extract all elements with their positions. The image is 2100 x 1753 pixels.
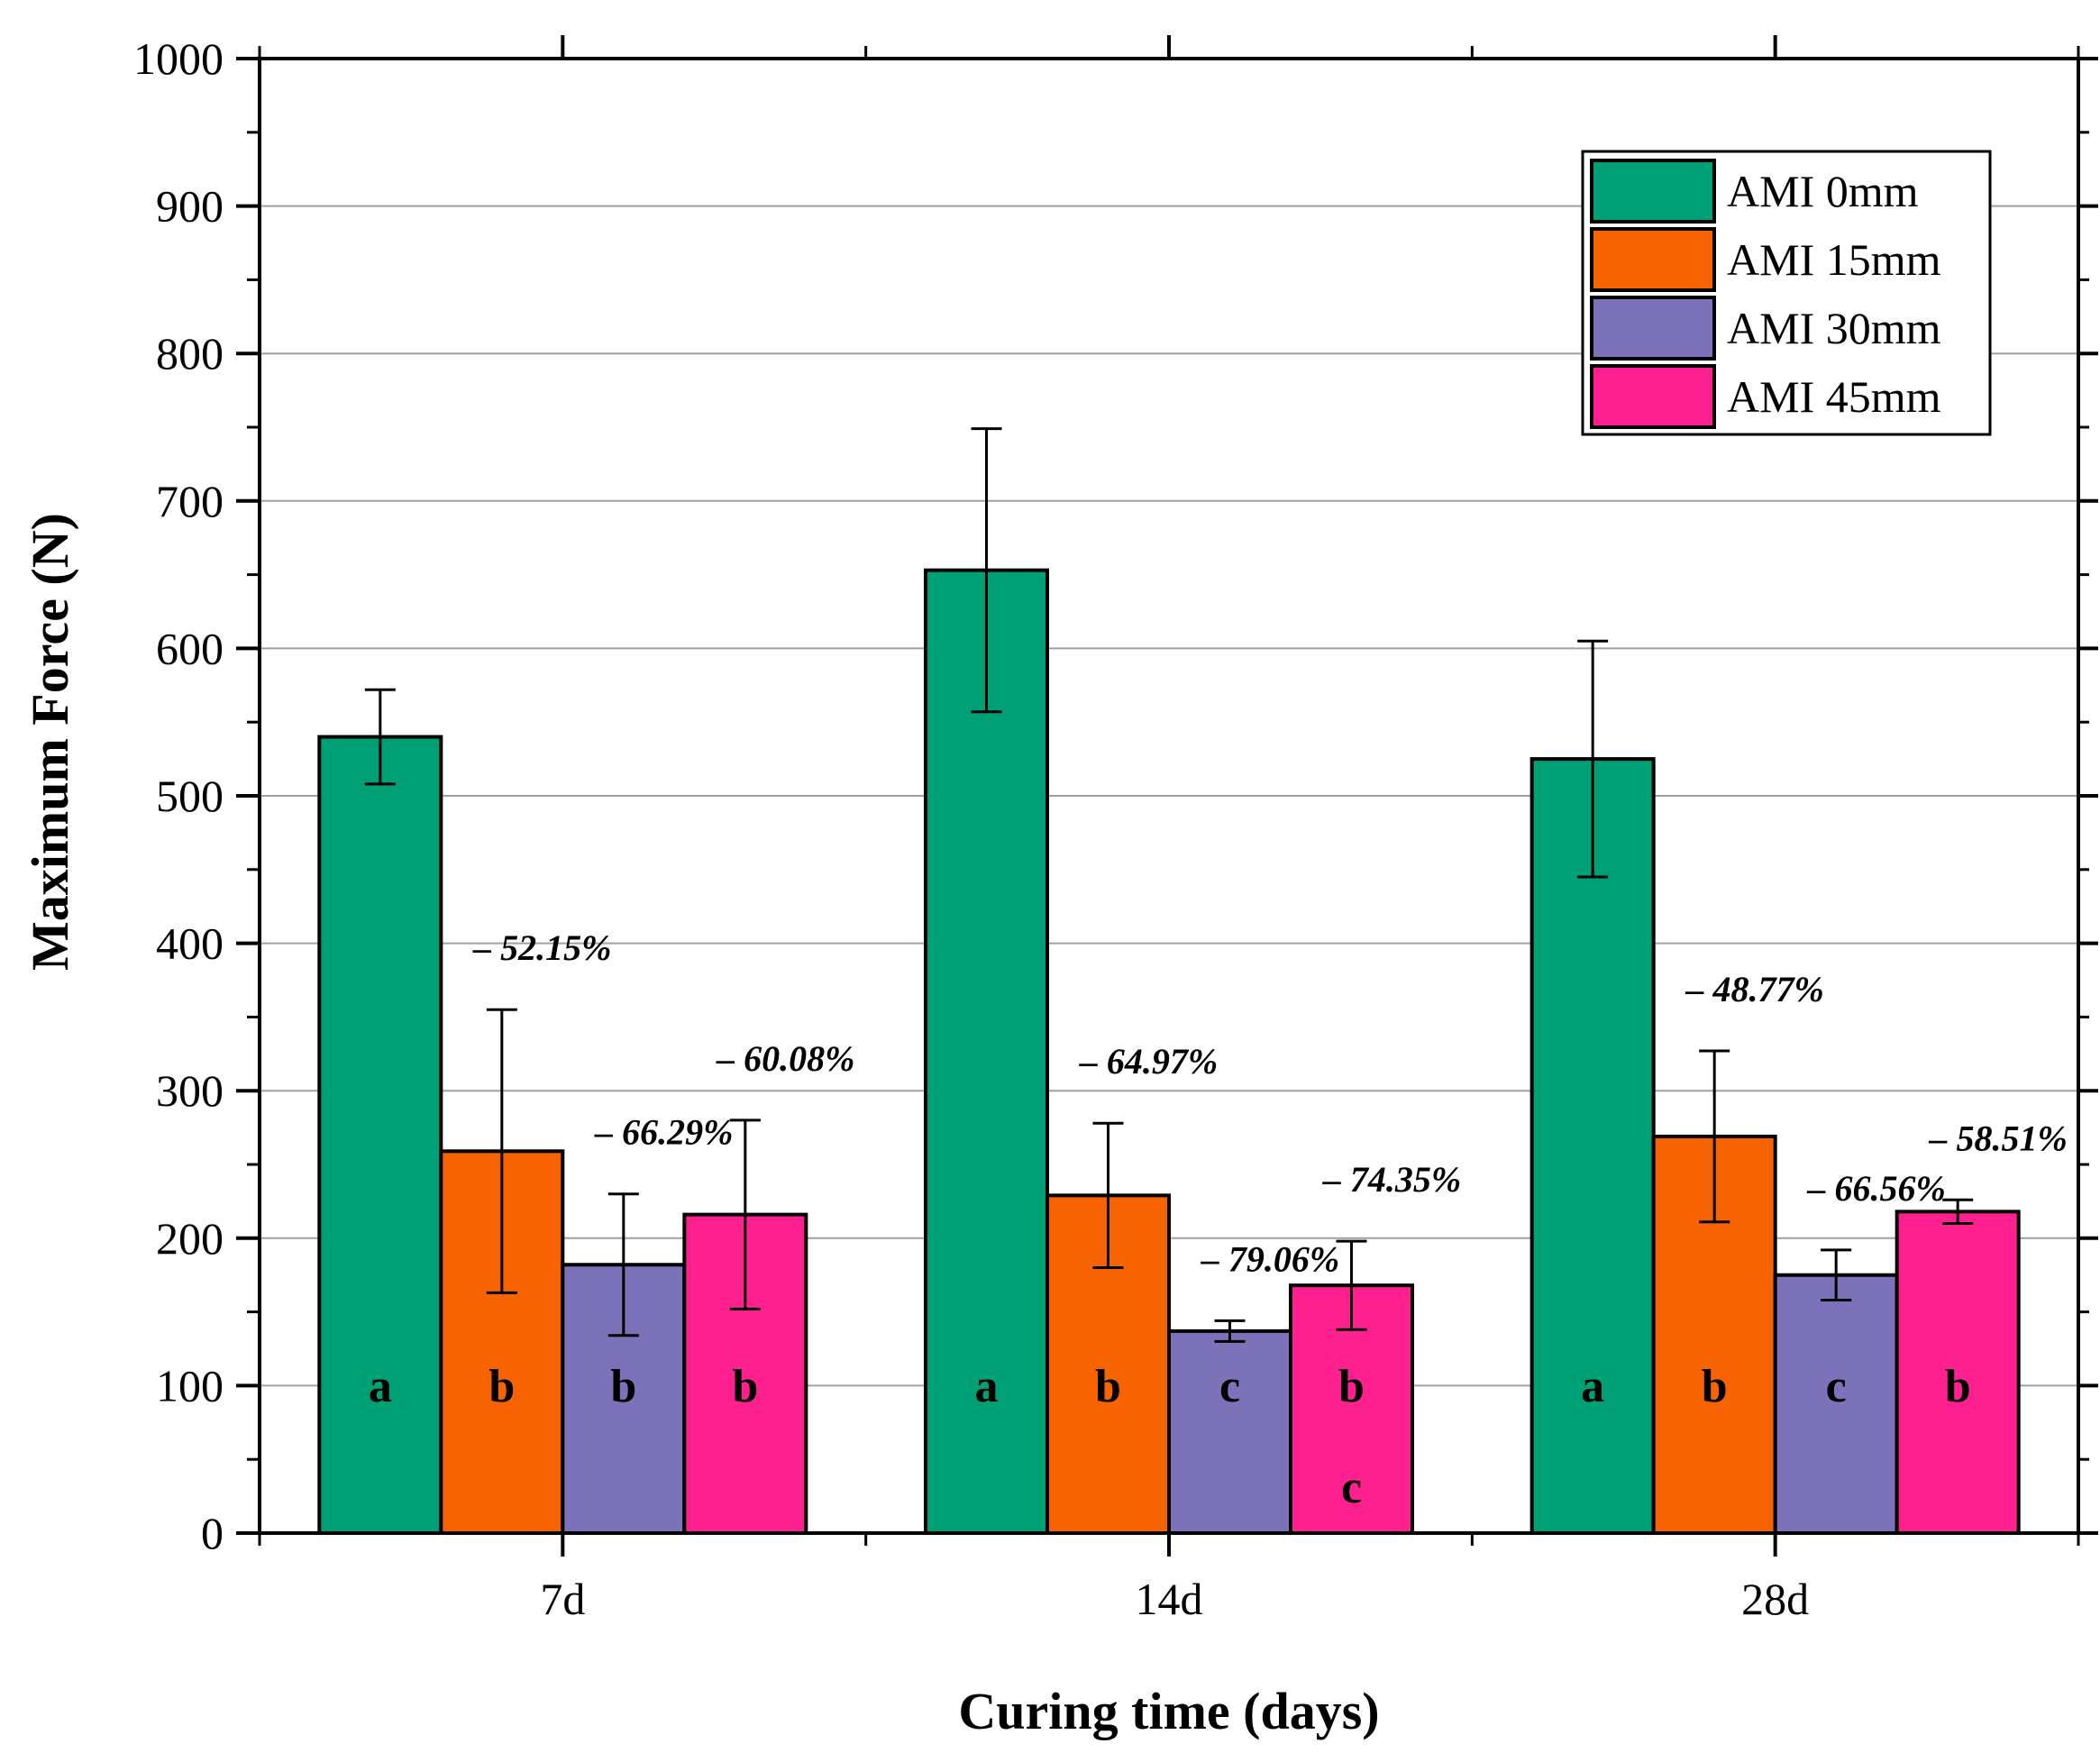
significance-letter-7d-series-2: b xyxy=(488,1361,515,1412)
legend-swatch-series-2 xyxy=(1590,227,1716,292)
significance-letter-28d-series-4: b xyxy=(1945,1361,1971,1412)
percent-label-14d-series-2: – 64.97% xyxy=(1079,1041,1218,1082)
percent-label-28d-series-2: – 48.77% xyxy=(1685,969,1824,1009)
percent-label-14d-series-4: – 74.35% xyxy=(1322,1159,1461,1200)
significance-letter-28d-series-3: c xyxy=(1826,1361,1847,1412)
y-tick-label-200: 200 xyxy=(156,1213,224,1264)
significance-letter-28d-series-2: b xyxy=(1702,1361,1728,1412)
legend: AMI 0mm AMI 15mm AMI 30mm AMI 45mm xyxy=(1581,150,1992,436)
percent-label-7d-series-2: – 52.15% xyxy=(472,927,611,968)
bar-7d-series-1 xyxy=(317,735,443,1535)
bar-28d-series-4 xyxy=(1895,1210,2021,1536)
x-axis-title: Curing time (days) xyxy=(958,1682,1379,1740)
bar-14d-series-3 xyxy=(1167,1328,1292,1536)
significance-letter-7d-series-4: b xyxy=(732,1361,758,1412)
legend-swatch-series-4 xyxy=(1590,364,1716,429)
significance-letter-14d-series-4-2: c xyxy=(1341,1462,1362,1513)
significance-letters-group: a b b b a b c bca b c b xyxy=(369,1361,1971,1513)
significance-letter-14d-series-1: a xyxy=(975,1361,999,1412)
significance-letter-14d-series-4-1: b xyxy=(1338,1361,1365,1412)
percent-label-28d-series-3: – 66.56% xyxy=(1807,1168,1946,1209)
y-tick-label-0: 0 xyxy=(201,1508,224,1558)
y-tick-label-100: 100 xyxy=(156,1360,224,1411)
significance-letter-7d-series-3: b xyxy=(610,1361,636,1412)
y-axis-title: Maximum Force (N) xyxy=(21,513,79,971)
x-tick-label-28d: 28d xyxy=(1741,1574,1809,1624)
error-bars-group xyxy=(364,427,1974,1343)
y-tick-labels: 0 100 200 300 400 500 600 700 800 900 1000 xyxy=(133,33,224,1558)
y-tick-label-400: 400 xyxy=(156,918,224,969)
legend-label-series-2: AMI 15mm xyxy=(1727,234,1941,285)
bar-28d-series-3 xyxy=(1773,1273,1899,1535)
y-tick-label-800: 800 xyxy=(156,328,224,379)
x-tick-label-7d: 7d xyxy=(540,1574,585,1624)
legend-swatch-series-1 xyxy=(1590,159,1716,224)
significance-letter-14d-series-2: b xyxy=(1095,1361,1121,1412)
x-tick-labels: 7d 14d 28d xyxy=(540,1574,1809,1624)
percent-label-14d-series-3: – 79.06% xyxy=(1201,1238,1339,1279)
percent-label-7d-series-3: – 66.29% xyxy=(594,1112,733,1153)
legend-swatch-series-3 xyxy=(1590,296,1716,361)
legend-label-series-1: AMI 0mm xyxy=(1727,166,1919,216)
percent-label-28d-series-4: – 58.51% xyxy=(1929,1118,2068,1158)
percent-label-7d-series-4: – 60.08% xyxy=(716,1038,854,1079)
legend-label-series-3: AMI 30mm xyxy=(1727,303,1941,353)
y-tick-label-600: 600 xyxy=(156,623,224,673)
y-tick-label-900: 900 xyxy=(156,181,224,232)
axis-ticks xyxy=(236,35,2098,1557)
percent-labels-group: – 52.15% – 66.29% – 60.08% – 64.97% – 79.06%… xyxy=(472,927,2068,1279)
y-tick-label-1000: 1000 xyxy=(133,33,224,84)
y-tick-label-300: 300 xyxy=(156,1065,224,1116)
y-tick-label-700: 700 xyxy=(156,476,224,526)
significance-letter-14d-series-3: c xyxy=(1219,1361,1240,1412)
bars-group xyxy=(317,568,2021,1536)
significance-letter-7d-series-1: a xyxy=(369,1361,392,1412)
legend-label-series-4: AMI 45mm xyxy=(1727,371,1941,422)
y-tick-label-500: 500 xyxy=(156,771,224,821)
x-tick-label-14d: 14d xyxy=(1136,1574,1203,1624)
significance-letter-28d-series-1: a xyxy=(1581,1361,1604,1412)
